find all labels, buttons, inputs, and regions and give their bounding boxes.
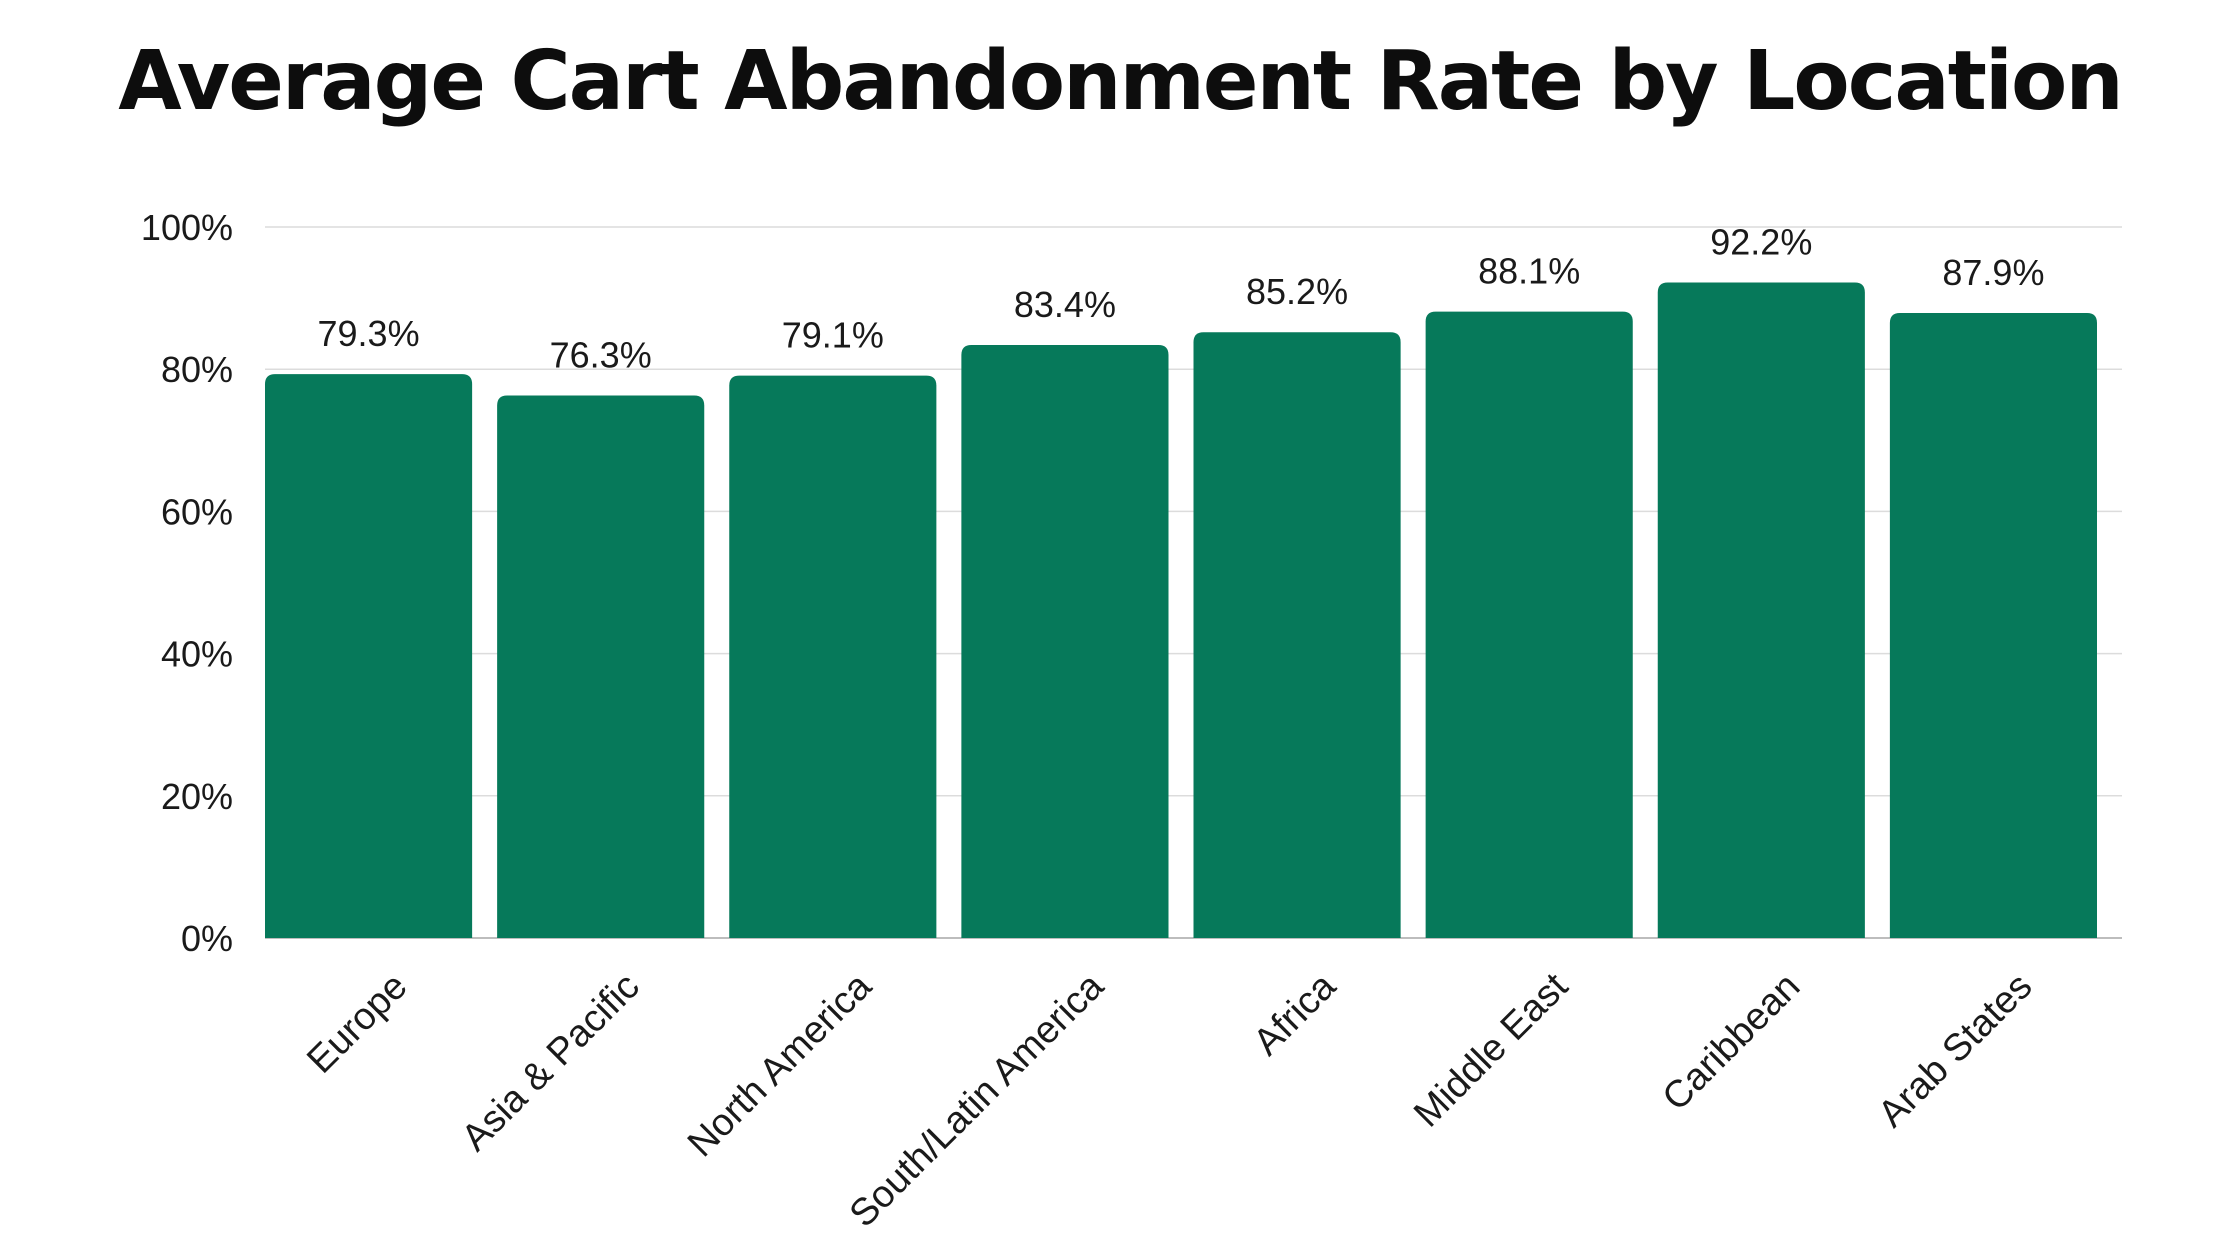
bar [1889, 313, 2097, 938]
bar [729, 375, 937, 938]
data-label: 87.9% [1942, 252, 2044, 293]
data-label: 85.2% [1246, 271, 1348, 312]
x-axis-categories: Europe Asia & Pacific North AmericaSouth/L… [299, 965, 2040, 1236]
y-tick-label: 60% [161, 491, 233, 532]
category-label: Europe [299, 965, 415, 1081]
y-tick-label: 40% [161, 634, 233, 675]
y-axis-ticks: 0% 20% 40% 60% 80% 100% [141, 207, 233, 959]
category-label: Africa [1246, 965, 1345, 1064]
bar [497, 395, 705, 939]
bar [265, 374, 473, 938]
y-tick-label: 20% [161, 776, 233, 817]
category-label: Caribbean [1655, 965, 1809, 1119]
category-label: North America [680, 965, 881, 1166]
data-labels: 79.3% 76.3% 79.1% 83.4% 85.2% 88.1% 92.2% 87.9% [318, 221, 2045, 375]
bar [961, 345, 1169, 938]
data-label: 83.4% [1014, 284, 1116, 325]
bar [1193, 332, 1401, 938]
y-tick-label: 80% [161, 349, 233, 390]
bar [1657, 282, 1865, 938]
data-label: 76.3% [550, 335, 652, 376]
chart-title: Average Cart Abandonment Rate by Locatio… [118, 34, 2123, 129]
category-label: Asia & Pacific [454, 965, 648, 1159]
bars [265, 282, 2097, 939]
y-tick-label: 0% [181, 918, 233, 959]
y-tick-label: 100% [141, 207, 233, 248]
data-label: 79.3% [318, 313, 420, 354]
data-label: 88.1% [1478, 251, 1580, 292]
category-label: Arab States [1870, 965, 2040, 1135]
category-label: South/Latin America [842, 965, 1113, 1236]
data-label: 79.1% [782, 315, 884, 356]
category-label: Middle East [1406, 965, 1576, 1135]
data-label: 92.2% [1710, 221, 1812, 262]
bar [1425, 311, 1633, 938]
